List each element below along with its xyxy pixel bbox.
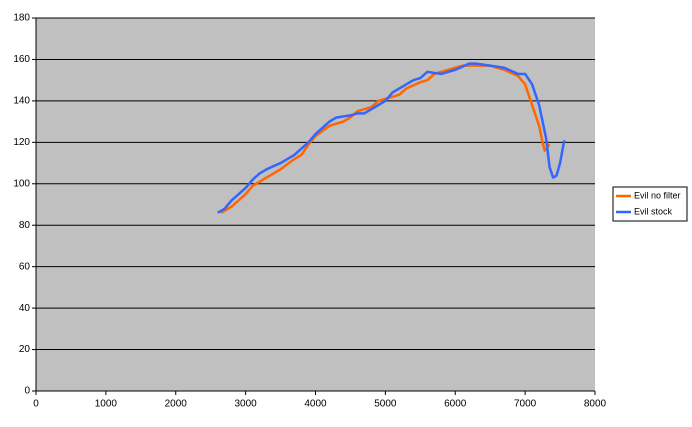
legend-label: Evil stock [634, 206, 673, 216]
x-tick-label: 3000 [235, 399, 258, 410]
y-tick-label: 80 [19, 220, 31, 231]
y-tick-label: 40 [19, 303, 31, 314]
y-tick-label: 180 [13, 13, 30, 24]
x-tick-label: 7000 [514, 399, 537, 410]
x-tick-label: 4000 [304, 399, 327, 410]
plot-area [36, 18, 595, 391]
y-tick-label: 0 [24, 386, 30, 397]
series-line [217, 62, 566, 214]
y-tick-label: 20 [19, 344, 31, 355]
series-line [220, 64, 551, 214]
legend: Evil no filter Evil stock [612, 186, 688, 222]
y-tick-label: 160 [13, 54, 30, 65]
x-tick-label: 8000 [584, 399, 607, 410]
x-tick-label: 0 [33, 399, 39, 410]
y-tick-label: 120 [13, 137, 30, 148]
y-tick-label: 140 [13, 96, 30, 107]
x-tick-label: 6000 [444, 399, 467, 410]
x-tick-label: 1000 [95, 399, 118, 410]
y-tick-label: 100 [13, 178, 30, 189]
legend-box [612, 186, 688, 222]
y-tick-label: 60 [19, 261, 31, 272]
x-tick-label: 2000 [165, 399, 188, 410]
x-tick-label: 5000 [374, 399, 397, 410]
legend-label: Evil no filter [634, 190, 681, 200]
